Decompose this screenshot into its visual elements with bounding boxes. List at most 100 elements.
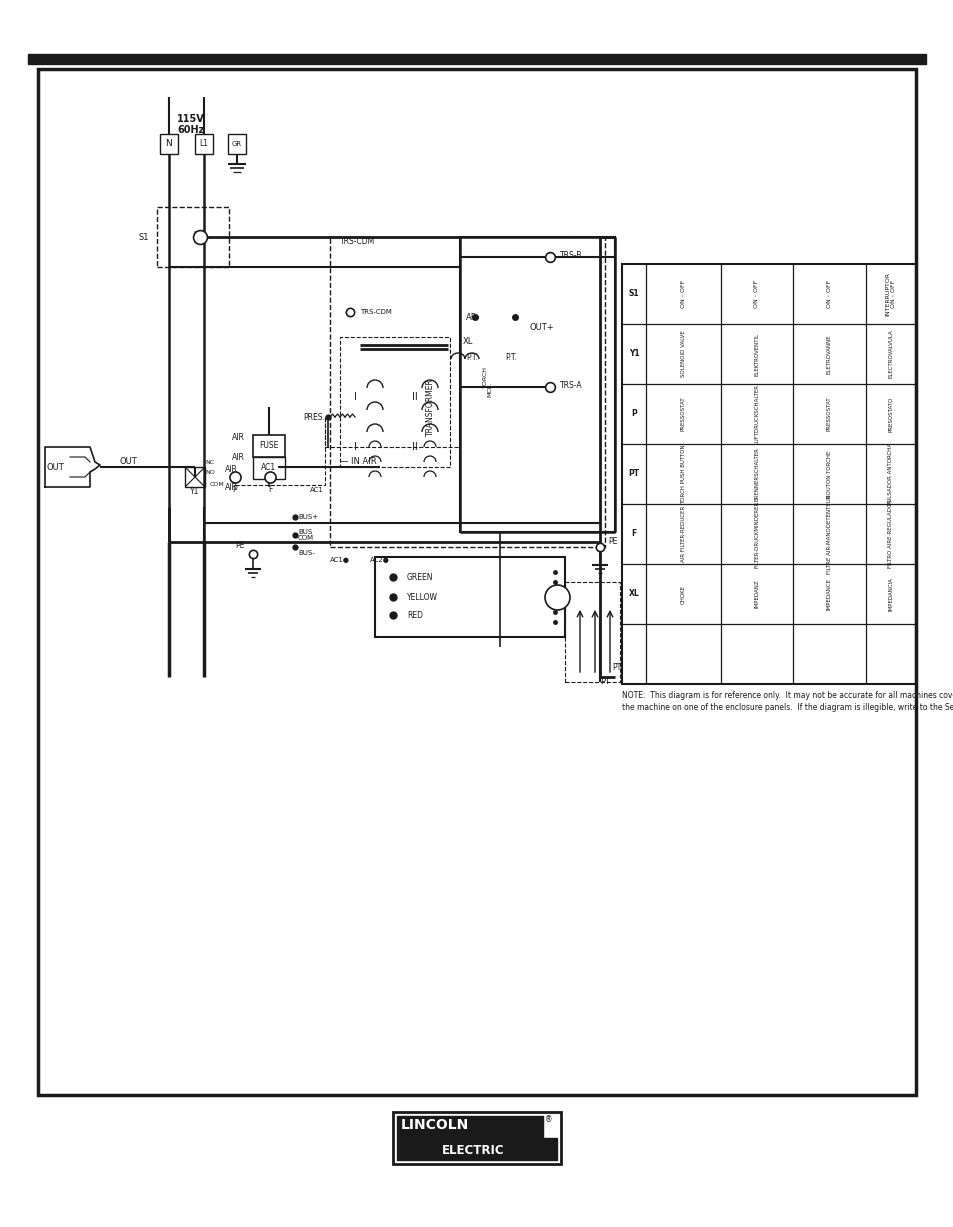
Text: F: F [268, 485, 272, 493]
Text: IMPEDANCE: IMPEDANCE [826, 578, 831, 610]
Bar [330, 237, 604, 547]
Bar [185, 467, 205, 487]
Text: AC1: AC1 [261, 464, 276, 472]
Text: PRES.: PRES. [303, 412, 325, 422]
Text: COM: COM [210, 482, 225, 487]
Text: PT: PT [612, 663, 620, 671]
Text: PE: PE [235, 541, 245, 551]
Text: O: O [552, 590, 561, 604]
Text: AIR: AIR [232, 432, 244, 442]
Text: RED: RED [407, 611, 422, 620]
Text: F: F [268, 474, 272, 480]
Bar [393, 1112, 560, 1164]
Text: FILTER-DRUCKMINDERER: FILTER-DRUCKMINDERER [754, 501, 759, 568]
Text: LUFTDRUCKSCHALTER: LUFTDRUCKSCHALTER [754, 384, 759, 444]
Bar [396, 1117, 542, 1137]
Text: P: P [631, 410, 637, 418]
Bar [157, 207, 229, 267]
Text: L1: L1 [199, 140, 209, 148]
Text: SOLENOID VALVE: SOLENOID VALVE [680, 330, 685, 378]
Text: TRANSFORMER: TRANSFORMER [425, 378, 434, 436]
Bar [564, 582, 619, 682]
Text: PRESSOSTAT: PRESSOSTAT [826, 396, 831, 432]
Bar [339, 337, 450, 467]
Text: BOUTON TORCHE: BOUTON TORCHE [826, 450, 831, 498]
Text: OUT: OUT [120, 458, 137, 466]
Text: II: II [412, 442, 417, 452]
Text: ON - OFF: ON - OFF [754, 280, 759, 308]
Text: TRS-CDM: TRS-CDM [359, 309, 392, 315]
Text: TORCH: TORCH [482, 366, 487, 388]
Text: P: P [233, 474, 236, 480]
Bar [459, 237, 615, 533]
Text: ELETROVANNE: ELETROVANNE [826, 334, 831, 374]
Text: PT: PT [628, 470, 639, 479]
Text: F: F [631, 530, 636, 539]
Text: INTERRUPTOR
ON - OFF: INTERRUPTOR ON - OFF [884, 272, 896, 317]
Bar [228, 134, 246, 155]
Text: AIR FILTER-REDUCER: AIR FILTER-REDUCER [680, 506, 685, 562]
Text: AIR: AIR [225, 465, 237, 474]
Text: PRESSOSTAT: PRESSOSTAT [680, 396, 685, 432]
Text: ELEKTROVENTIL: ELEKTROVENTIL [754, 333, 759, 375]
Text: S1: S1 [628, 290, 639, 298]
Text: PRESOSTATO: PRESOSTATO [887, 396, 893, 432]
Text: AC2●: AC2● [370, 557, 390, 563]
Text: GREEN: GREEN [407, 573, 433, 582]
Text: the machine on one of the enclosure panels.  If the diagram is illegible, write : the machine on one of the enclosure pane… [621, 703, 953, 712]
Text: MCL.: MCL. [487, 382, 492, 396]
Text: XL: XL [462, 337, 473, 346]
Text: TORCH PUSH BUTTON: TORCH PUSH BUTTON [680, 444, 685, 504]
Text: GR: GR [232, 141, 242, 147]
Bar [194, 134, 213, 155]
Text: AC1: AC1 [310, 487, 323, 493]
Text: OUT+: OUT+ [530, 323, 554, 331]
Bar [396, 1137, 557, 1160]
Bar [38, 69, 915, 1094]
Text: CHOKE: CHOKE [680, 584, 685, 604]
Text: FUSE: FUSE [259, 442, 278, 450]
Bar [160, 134, 178, 155]
Text: TRS-CDM: TRS-CDM [339, 238, 375, 247]
Text: P: P [233, 485, 237, 493]
Text: YELLOW: YELLOW [407, 593, 437, 601]
Text: 60Hz: 60Hz [177, 125, 204, 135]
Text: 115V: 115V [177, 114, 205, 124]
Text: ON - OFF: ON - OFF [826, 280, 831, 308]
Text: BUS+: BUS+ [297, 514, 317, 520]
Text: ®: ® [545, 1115, 552, 1124]
Text: PE: PE [607, 537, 617, 546]
Text: I: I [354, 442, 356, 452]
Text: TRS-B: TRS-B [559, 250, 581, 259]
Text: I: I [354, 391, 356, 402]
Text: PULSADOR ANTORCHA: PULSADOR ANTORCHA [887, 443, 893, 506]
Text: ELECTROVALVULA: ELECTROVALVULA [887, 330, 893, 378]
Text: IMPEDANZ: IMPEDANZ [754, 579, 759, 609]
Text: FILTRE AIR-MANODETENTEUR: FILTRE AIR-MANODETENTEUR [826, 494, 831, 574]
Text: OUT: OUT [46, 463, 64, 471]
Text: COM: COM [297, 535, 314, 541]
Text: AP: AP [465, 313, 476, 321]
Text: BUS: BUS [297, 529, 312, 535]
Text: FILTRO AIRE-REGULADOR: FILTRO AIRE-REGULADOR [887, 499, 893, 568]
Text: NC: NC [205, 459, 214, 465]
Text: AC1●: AC1● [330, 557, 350, 563]
Text: AIR: AIR [232, 453, 244, 461]
Text: BUS-: BUS- [297, 550, 314, 556]
Text: ELECTRIC: ELECTRIC [441, 1144, 504, 1157]
Bar [28, 54, 925, 64]
Text: IMPEDANCIA: IMPEDANCIA [887, 577, 893, 611]
Text: — IN AIR: — IN AIR [339, 458, 376, 466]
Text: AIR: AIR [225, 482, 237, 492]
Text: II: II [412, 391, 417, 402]
Bar [621, 264, 915, 683]
Text: Y1: Y1 [628, 350, 639, 358]
Text: PT: PT [599, 677, 609, 686]
Bar [253, 436, 285, 456]
Text: LINCOLN: LINCOLN [400, 1118, 469, 1133]
Bar [253, 456, 285, 479]
Text: TRS-A: TRS-A [559, 380, 582, 389]
Text: S1: S1 [138, 232, 149, 242]
Text: BRENNERSCHALTER: BRENNERSCHALTER [754, 447, 759, 501]
Bar [375, 557, 564, 637]
